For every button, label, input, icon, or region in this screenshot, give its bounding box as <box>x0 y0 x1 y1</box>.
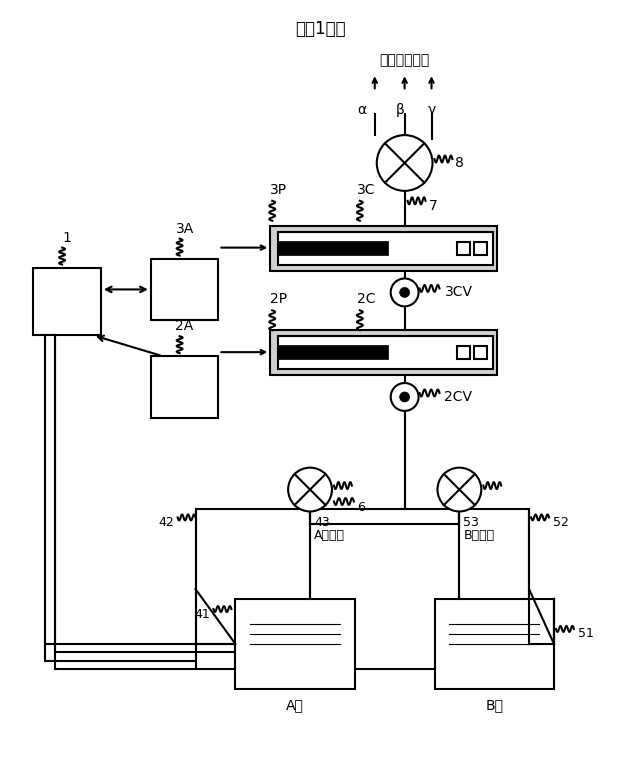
Text: 6: 6 <box>357 501 365 514</box>
Text: 2CV: 2CV <box>444 390 472 404</box>
Text: 8: 8 <box>456 156 464 170</box>
Text: 2C: 2C <box>356 293 375 307</box>
Circle shape <box>399 287 410 297</box>
Circle shape <box>438 468 481 511</box>
Text: 3CV: 3CV <box>444 286 472 300</box>
Text: 51: 51 <box>578 628 594 640</box>
Text: 2A: 2A <box>175 319 194 333</box>
Text: 52: 52 <box>553 516 569 529</box>
Bar <box>151 258 218 320</box>
Bar <box>278 345 388 359</box>
Bar <box>278 241 388 255</box>
Text: 42: 42 <box>158 516 173 529</box>
Circle shape <box>377 135 433 191</box>
Circle shape <box>288 468 332 511</box>
Text: α: α <box>357 103 366 117</box>
Text: 53: 53 <box>463 517 479 529</box>
Bar <box>236 599 355 688</box>
Bar <box>458 241 470 255</box>
Text: γ: γ <box>428 103 436 117</box>
Bar <box>270 226 497 271</box>
Bar <box>458 346 470 359</box>
Text: A液: A液 <box>286 698 304 712</box>
Text: B液: B液 <box>485 698 503 712</box>
Text: B電磁弁: B電磁弁 <box>463 529 495 542</box>
Bar <box>196 510 529 669</box>
Bar <box>474 241 487 255</box>
Text: 1: 1 <box>63 230 72 244</box>
Bar <box>278 232 493 265</box>
Text: 『図1１』: 『図1１』 <box>294 19 346 37</box>
Bar <box>474 346 487 359</box>
Bar <box>435 599 554 688</box>
Circle shape <box>390 383 419 411</box>
Text: 3P: 3P <box>269 183 287 197</box>
Bar <box>278 336 493 369</box>
Circle shape <box>390 279 419 307</box>
Text: 7: 7 <box>429 199 437 213</box>
Text: 43: 43 <box>314 517 330 529</box>
Bar <box>270 331 497 375</box>
Text: β: β <box>396 103 404 117</box>
Circle shape <box>399 392 410 402</box>
Text: 3C: 3C <box>356 183 375 197</box>
Text: 後流の装置へ: 後流の装置へ <box>380 54 429 68</box>
Text: 41: 41 <box>195 608 211 621</box>
Bar <box>33 268 101 335</box>
Bar <box>151 356 218 417</box>
Text: A電磁弁: A電磁弁 <box>314 529 345 542</box>
Text: 3A: 3A <box>175 222 194 236</box>
Text: 2P: 2P <box>269 293 287 307</box>
